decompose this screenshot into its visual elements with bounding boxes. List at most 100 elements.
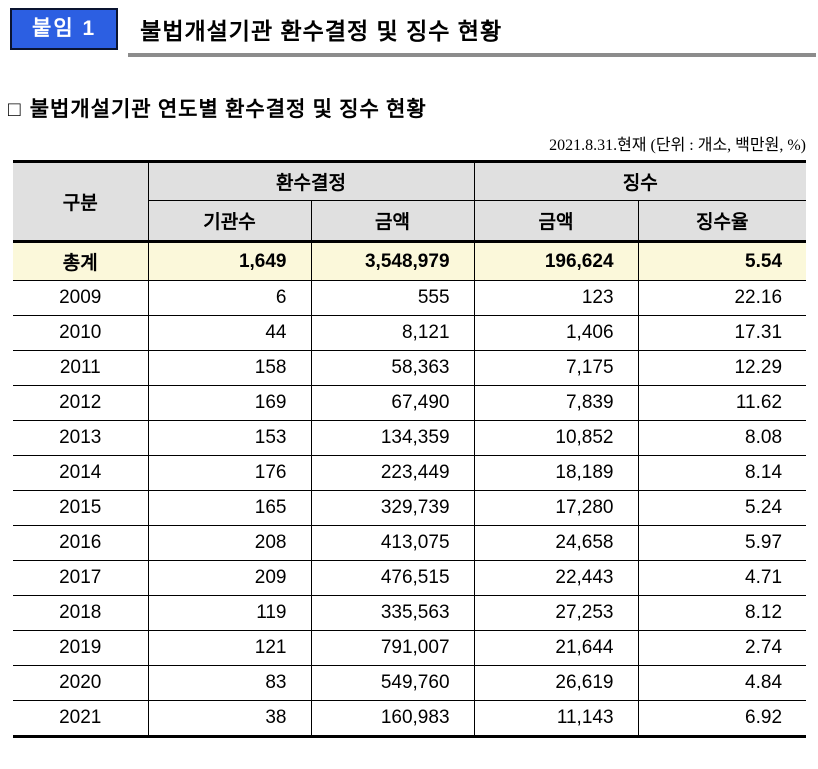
year-cell: 2014: [13, 455, 149, 491]
table-row: 2012 169 67,490 7,839 11.62: [13, 385, 807, 421]
year-cell: 2021: [13, 700, 149, 737]
refund-amount-cell: 329,739: [311, 490, 475, 526]
collect-amount-cell: 17,280: [474, 490, 639, 526]
square-bullet-icon: □: [8, 97, 22, 121]
refund-amount-cell: 223,449: [311, 455, 475, 491]
year-cell: 2012: [13, 385, 149, 421]
year-cell: 2015: [13, 490, 149, 526]
count-cell: 119: [148, 595, 312, 631]
refund-amount-cell: 335,563: [311, 595, 475, 631]
table-row: 2011 158 58,363 7,175 12.29: [13, 350, 807, 386]
total-row: 총계 1,649 3,548,979 196,624 5.54: [13, 241, 807, 281]
col-header-jingsuyul: 징수율: [638, 200, 807, 242]
page-title: 불법개설기관 환수결정 및 징수 현황: [140, 18, 503, 44]
unit-note: 2021.8.31.현재 (단위 : 개소, 백만원, %): [549, 137, 806, 154]
col-header-gubun: 구분: [13, 161, 149, 242]
page-header: 붙임 1 불법개설기관 환수결정 및 징수 현황: [0, 0, 818, 50]
total-cell-count: 1,649: [148, 241, 312, 281]
refund-amount-cell: 134,359: [311, 420, 475, 456]
year-cell: 2011: [13, 350, 149, 386]
count-cell: 153: [148, 420, 312, 456]
refund-amount-cell: 8,121: [311, 315, 475, 351]
total-row-label: 총계: [13, 241, 149, 281]
count-cell: 169: [148, 385, 312, 421]
collect-rate-cell: 5.97: [745, 532, 783, 553]
collect-rate-cell: 12.29: [734, 357, 783, 378]
title-divider: [128, 53, 816, 57]
year-cell: 2016: [13, 525, 149, 561]
collect-rate-cell: 5.24: [745, 497, 783, 518]
collect-amount-cell: 18,189: [474, 455, 639, 491]
col-header-hwansu-amount: 금액: [311, 200, 475, 242]
refund-amount-cell: 791,007: [311, 630, 475, 666]
table-row: 2010 44 8,121 1,406 17.31: [13, 315, 807, 351]
year-cell: 2020: [13, 665, 149, 701]
refund-amount-cell: 549,760: [311, 665, 475, 701]
year-cell: 2010: [13, 315, 149, 351]
collect-amount-cell: 26,619: [474, 665, 639, 701]
count-cell: 176: [148, 455, 312, 491]
table-row: 2020 83 549,760 26,619 4.84: [13, 665, 807, 701]
collect-amount-cell: 11,143: [474, 700, 639, 737]
count-cell: 121: [148, 630, 312, 666]
table-body: 총계 1,649 3,548,979 196,624 5.54 2009 6 5…: [13, 241, 807, 737]
collect-amount-cell: 7,839: [474, 385, 639, 421]
collect-rate-cell: 8.08: [745, 427, 783, 448]
collect-rate-cell: 22.16: [734, 287, 783, 308]
col-header-hwansu-group: 환수결정: [148, 161, 475, 201]
count-cell: 158: [148, 350, 312, 386]
collect-amount-cell: 123: [474, 280, 639, 316]
collect-amount-cell: 24,658: [474, 525, 639, 561]
collect-rate-cell: 17.31: [734, 322, 783, 343]
total-cell-collect-rate: 5.54: [745, 250, 783, 272]
collect-rate-cell: 8.12: [745, 602, 783, 623]
refund-amount-cell: 67,490: [311, 385, 475, 421]
attachment-badge: 붙임 1: [10, 8, 119, 50]
table-row: 2016 208 413,075 24,658 5.97: [13, 525, 807, 561]
refund-amount-cell: 160,983: [311, 700, 475, 737]
count-cell: 209: [148, 560, 312, 596]
section-subtitle-text: 불법개설기관 연도별 환수결정 및 징수 현황: [29, 97, 427, 121]
table-row: 2021 38 160,983 11,143 6.92: [13, 700, 806, 737]
table-row: 2018 119 335,563 27,253 8.12: [13, 595, 807, 631]
table-header: 구분 환수결정 징수 기관수 금액 금액 징수율: [13, 161, 807, 242]
count-cell: 38: [148, 700, 312, 737]
year-cell: 2009: [13, 280, 149, 316]
year-cell: 2018: [13, 595, 149, 631]
collect-rate-cell: 4.84: [745, 672, 783, 693]
total-cell-collect-amount: 196,624: [474, 241, 639, 281]
total-cell-refund-amount: 3,548,979: [311, 241, 475, 281]
collect-amount-cell: 1,406: [474, 315, 639, 351]
data-table: 구분 환수결정 징수 기관수 금액 금액 징수율 총계 1,649 3,548,…: [13, 160, 807, 738]
refund-amount-cell: 58,363: [311, 350, 475, 386]
table-row: 2013 153 134,359 10,852 8.08: [13, 420, 807, 456]
refund-amount-cell: 476,515: [311, 560, 475, 596]
collect-rate-cell: 6.92: [745, 707, 783, 728]
year-cell: 2019: [13, 630, 149, 666]
count-cell: 165: [148, 490, 312, 526]
table-row: 2019 121 791,007 21,644 2.74: [13, 630, 807, 666]
collect-rate-cell: 2.74: [745, 637, 783, 658]
col-header-jingsu-group: 징수: [474, 161, 807, 201]
count-cell: 83: [148, 665, 312, 701]
collect-amount-cell: 22,443: [474, 560, 639, 596]
refund-amount-cell: 413,075: [311, 525, 475, 561]
table-row: 2014 176 223,449 18,189 8.14: [13, 455, 807, 491]
collect-amount-cell: 10,852: [474, 420, 639, 456]
collect-rate-cell: 4.71: [745, 567, 783, 588]
count-cell: 6: [148, 280, 312, 316]
collect-rate-cell: 8.14: [745, 462, 783, 483]
table-row: 2009 6 555 123 22.16: [13, 280, 807, 316]
table-row: 2017 209 476,515 22,443 4.71: [13, 560, 807, 596]
count-cell: 208: [148, 525, 312, 561]
col-header-jingsu-amount: 금액: [474, 200, 639, 242]
collect-rate-cell: 11.62: [735, 392, 783, 413]
year-cell: 2017: [13, 560, 149, 596]
collect-amount-cell: 7,175: [474, 350, 639, 386]
refund-amount-cell: 555: [311, 280, 475, 316]
collect-amount-cell: 27,253: [474, 595, 639, 631]
count-cell: 44: [148, 315, 312, 351]
year-cell: 2013: [13, 420, 149, 456]
table-row: 2015 165 329,739 17,280 5.24: [13, 490, 807, 526]
collect-amount-cell: 21,644: [474, 630, 639, 666]
